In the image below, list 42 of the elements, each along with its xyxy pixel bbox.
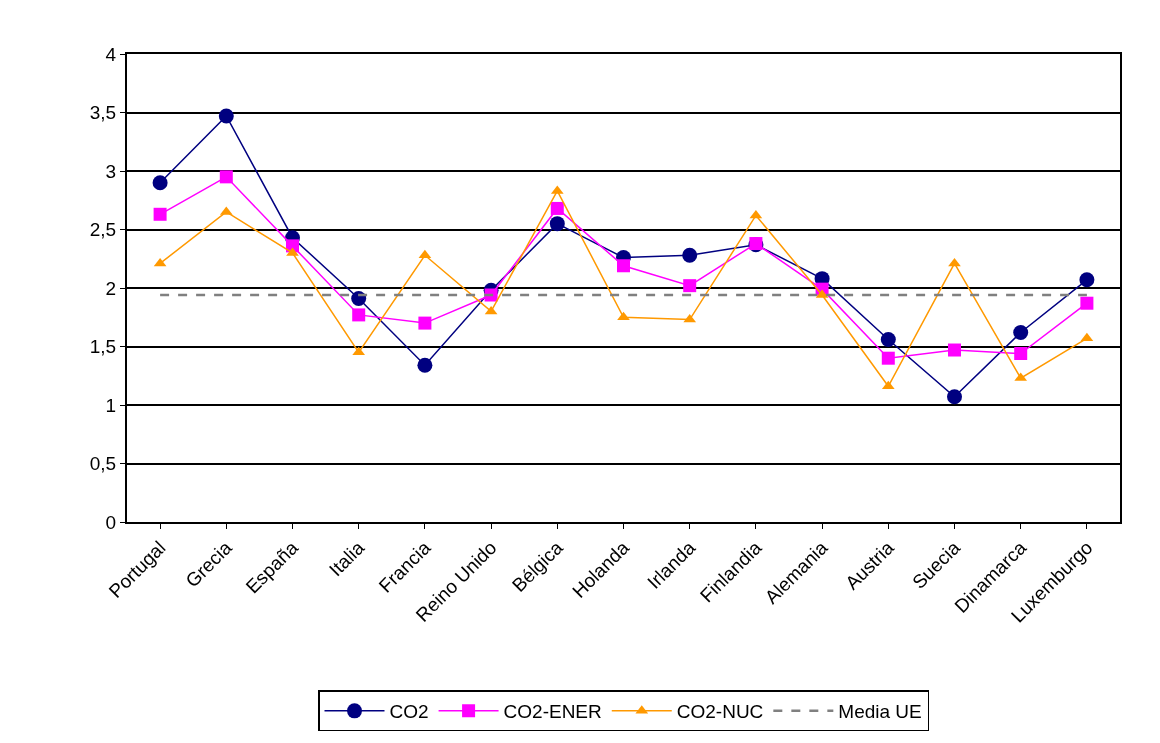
point (153, 207, 167, 221)
legend-label: CO2-NUC (676, 701, 764, 723)
point (948, 343, 961, 357)
point (550, 201, 564, 215)
point (219, 170, 233, 184)
point (880, 331, 896, 347)
y-tick-label: 2,5 (89, 219, 117, 241)
point (947, 389, 962, 405)
y-tick-label: 0,5 (89, 453, 117, 475)
y-tick-label: 1 (105, 394, 117, 416)
y-tick-label: 4 (105, 43, 117, 65)
point (1080, 296, 1094, 310)
legend-label: CO2 (389, 701, 429, 723)
x-tick-label: Italia (325, 536, 369, 581)
y-tick-label: 3,5 (89, 102, 117, 124)
point (351, 291, 367, 307)
point (1014, 347, 1028, 361)
point (749, 209, 763, 219)
point (417, 357, 433, 373)
point (881, 380, 895, 390)
point (549, 216, 565, 232)
point (881, 351, 895, 365)
legend-label: Media UE (838, 701, 922, 723)
point (352, 346, 366, 356)
point (617, 259, 630, 273)
point (352, 308, 366, 322)
point (948, 257, 961, 267)
y-tick-label: 1,5 (89, 336, 117, 358)
y-tick-label: 2 (105, 277, 117, 299)
point (153, 257, 167, 267)
point (1080, 332, 1094, 342)
point (484, 305, 498, 315)
point (1079, 272, 1095, 288)
point (218, 108, 234, 124)
y-tick-label: 0 (105, 511, 117, 533)
y-tick-label: 3 (105, 160, 117, 182)
point (152, 175, 168, 191)
point (682, 247, 698, 263)
point (683, 279, 697, 293)
point (418, 316, 432, 330)
legend-label: CO2-ENER (503, 701, 602, 723)
point (1013, 324, 1029, 340)
